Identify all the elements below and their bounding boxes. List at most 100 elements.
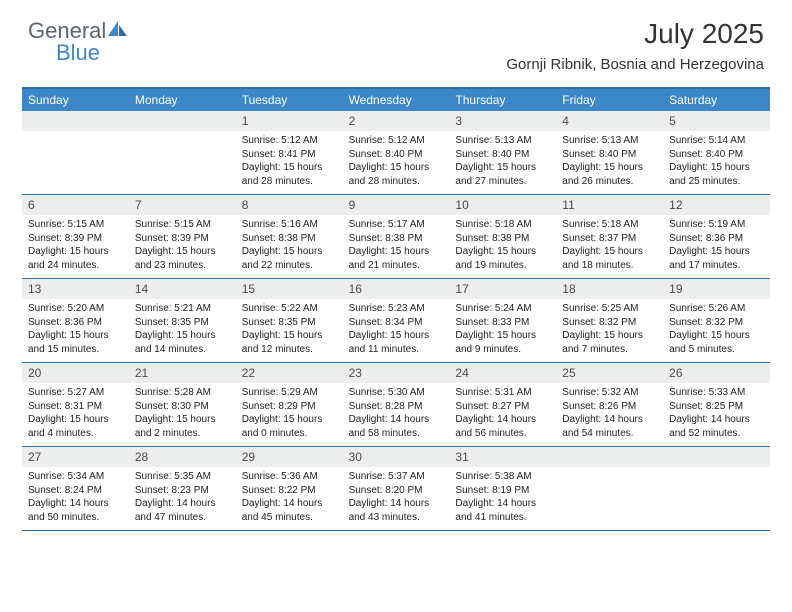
day-number: 25 — [556, 363, 663, 383]
day-body: Sunrise: 5:32 AMSunset: 8:26 PMDaylight:… — [556, 383, 663, 446]
day-cell: 28Sunrise: 5:35 AMSunset: 8:23 PMDayligh… — [129, 447, 236, 530]
sunrise-text: Sunrise: 5:21 AM — [135, 302, 230, 316]
day-cell: 6Sunrise: 5:15 AMSunset: 8:39 PMDaylight… — [22, 195, 129, 278]
day-cell: 21Sunrise: 5:28 AMSunset: 8:30 PMDayligh… — [129, 363, 236, 446]
day-number: 6 — [22, 195, 129, 215]
sunset-text: Sunset: 8:38 PM — [242, 232, 337, 246]
daylight-text: Daylight: 14 hours — [455, 413, 550, 427]
weeks-container: 1Sunrise: 5:12 AMSunset: 8:41 PMDaylight… — [22, 111, 770, 531]
daylight-text: and 27 minutes. — [455, 175, 550, 189]
day-number: 12 — [663, 195, 770, 215]
day-number: 31 — [449, 447, 556, 467]
day-cell — [129, 111, 236, 194]
sunrise-text: Sunrise: 5:20 AM — [28, 302, 123, 316]
sunrise-text: Sunrise: 5:30 AM — [349, 386, 444, 400]
day-body: Sunrise: 5:15 AMSunset: 8:39 PMDaylight:… — [22, 215, 129, 278]
daylight-text: and 19 minutes. — [455, 259, 550, 273]
daylight-text: Daylight: 14 hours — [562, 413, 657, 427]
day-number: 17 — [449, 279, 556, 299]
daylight-text: and 21 minutes. — [349, 259, 444, 273]
day-body: Sunrise: 5:18 AMSunset: 8:37 PMDaylight:… — [556, 215, 663, 278]
title-block: July 2025 Gornji Ribnik, Bosnia and Herz… — [506, 18, 764, 73]
day-header: Friday — [556, 89, 663, 111]
daylight-text: and 23 minutes. — [135, 259, 230, 273]
sunrise-text: Sunrise: 5:16 AM — [242, 218, 337, 232]
daylight-text: Daylight: 15 hours — [349, 245, 444, 259]
daylight-text: and 12 minutes. — [242, 343, 337, 357]
day-number: 7 — [129, 195, 236, 215]
day-cell: 16Sunrise: 5:23 AMSunset: 8:34 PMDayligh… — [343, 279, 450, 362]
day-body: Sunrise: 5:31 AMSunset: 8:27 PMDaylight:… — [449, 383, 556, 446]
day-cell: 1Sunrise: 5:12 AMSunset: 8:41 PMDaylight… — [236, 111, 343, 194]
sunrise-text: Sunrise: 5:26 AM — [669, 302, 764, 316]
sunset-text: Sunset: 8:24 PM — [28, 484, 123, 498]
day-body: Sunrise: 5:27 AMSunset: 8:31 PMDaylight:… — [22, 383, 129, 446]
day-cell: 13Sunrise: 5:20 AMSunset: 8:36 PMDayligh… — [22, 279, 129, 362]
daylight-text: Daylight: 15 hours — [562, 329, 657, 343]
sunset-text: Sunset: 8:28 PM — [349, 400, 444, 414]
daylight-text: and 58 minutes. — [349, 427, 444, 441]
daylight-text: Daylight: 15 hours — [562, 161, 657, 175]
sunset-text: Sunset: 8:38 PM — [349, 232, 444, 246]
day-cell: 15Sunrise: 5:22 AMSunset: 8:35 PMDayligh… — [236, 279, 343, 362]
daylight-text: and 7 minutes. — [562, 343, 657, 357]
daylight-text: and 5 minutes. — [669, 343, 764, 357]
sunrise-text: Sunrise: 5:23 AM — [349, 302, 444, 316]
sunset-text: Sunset: 8:40 PM — [349, 148, 444, 162]
daylight-text: and 52 minutes. — [669, 427, 764, 441]
day-number: 15 — [236, 279, 343, 299]
sunset-text: Sunset: 8:22 PM — [242, 484, 337, 498]
daylight-text: Daylight: 15 hours — [242, 161, 337, 175]
location: Gornji Ribnik, Bosnia and Herzegovina — [506, 56, 764, 73]
day-body — [663, 467, 770, 525]
day-header-row: Sunday Monday Tuesday Wednesday Thursday… — [22, 89, 770, 111]
daylight-text: and 17 minutes. — [669, 259, 764, 273]
day-number — [22, 111, 129, 131]
day-cell: 8Sunrise: 5:16 AMSunset: 8:38 PMDaylight… — [236, 195, 343, 278]
sunrise-text: Sunrise: 5:28 AM — [135, 386, 230, 400]
daylight-text: and 45 minutes. — [242, 511, 337, 525]
day-number: 8 — [236, 195, 343, 215]
sunset-text: Sunset: 8:23 PM — [135, 484, 230, 498]
sunrise-text: Sunrise: 5:14 AM — [669, 134, 764, 148]
sunset-text: Sunset: 8:41 PM — [242, 148, 337, 162]
day-body: Sunrise: 5:23 AMSunset: 8:34 PMDaylight:… — [343, 299, 450, 362]
day-number: 3 — [449, 111, 556, 131]
daylight-text: Daylight: 15 hours — [28, 329, 123, 343]
logo-text-blue: Blue — [56, 40, 129, 66]
daylight-text: and 2 minutes. — [135, 427, 230, 441]
sunset-text: Sunset: 8:31 PM — [28, 400, 123, 414]
daylight-text: and 4 minutes. — [28, 427, 123, 441]
day-cell: 14Sunrise: 5:21 AMSunset: 8:35 PMDayligh… — [129, 279, 236, 362]
day-body: Sunrise: 5:30 AMSunset: 8:28 PMDaylight:… — [343, 383, 450, 446]
sunrise-text: Sunrise: 5:24 AM — [455, 302, 550, 316]
daylight-text: Daylight: 14 hours — [455, 497, 550, 511]
daylight-text: and 11 minutes. — [349, 343, 444, 357]
day-header: Wednesday — [343, 89, 450, 111]
day-cell: 7Sunrise: 5:15 AMSunset: 8:39 PMDaylight… — [129, 195, 236, 278]
week-row: 27Sunrise: 5:34 AMSunset: 8:24 PMDayligh… — [22, 447, 770, 531]
day-cell: 20Sunrise: 5:27 AMSunset: 8:31 PMDayligh… — [22, 363, 129, 446]
day-number: 10 — [449, 195, 556, 215]
sunrise-text: Sunrise: 5:12 AM — [349, 134, 444, 148]
day-body: Sunrise: 5:34 AMSunset: 8:24 PMDaylight:… — [22, 467, 129, 530]
sunrise-text: Sunrise: 5:18 AM — [455, 218, 550, 232]
daylight-text: and 50 minutes. — [28, 511, 123, 525]
day-number: 29 — [236, 447, 343, 467]
day-number: 16 — [343, 279, 450, 299]
daylight-text: and 47 minutes. — [135, 511, 230, 525]
header: General Blue July 2025 Gornji Ribnik, Bo… — [0, 0, 792, 79]
sunset-text: Sunset: 8:32 PM — [669, 316, 764, 330]
daylight-text: Daylight: 15 hours — [455, 161, 550, 175]
sunset-text: Sunset: 8:20 PM — [349, 484, 444, 498]
day-cell: 11Sunrise: 5:18 AMSunset: 8:37 PMDayligh… — [556, 195, 663, 278]
daylight-text: Daylight: 15 hours — [242, 413, 337, 427]
month-title: July 2025 — [506, 18, 764, 50]
day-body: Sunrise: 5:14 AMSunset: 8:40 PMDaylight:… — [663, 131, 770, 194]
sunrise-text: Sunrise: 5:22 AM — [242, 302, 337, 316]
daylight-text: Daylight: 15 hours — [135, 329, 230, 343]
sunrise-text: Sunrise: 5:38 AM — [455, 470, 550, 484]
day-body: Sunrise: 5:17 AMSunset: 8:38 PMDaylight:… — [343, 215, 450, 278]
daylight-text: Daylight: 15 hours — [455, 245, 550, 259]
day-cell: 9Sunrise: 5:17 AMSunset: 8:38 PMDaylight… — [343, 195, 450, 278]
